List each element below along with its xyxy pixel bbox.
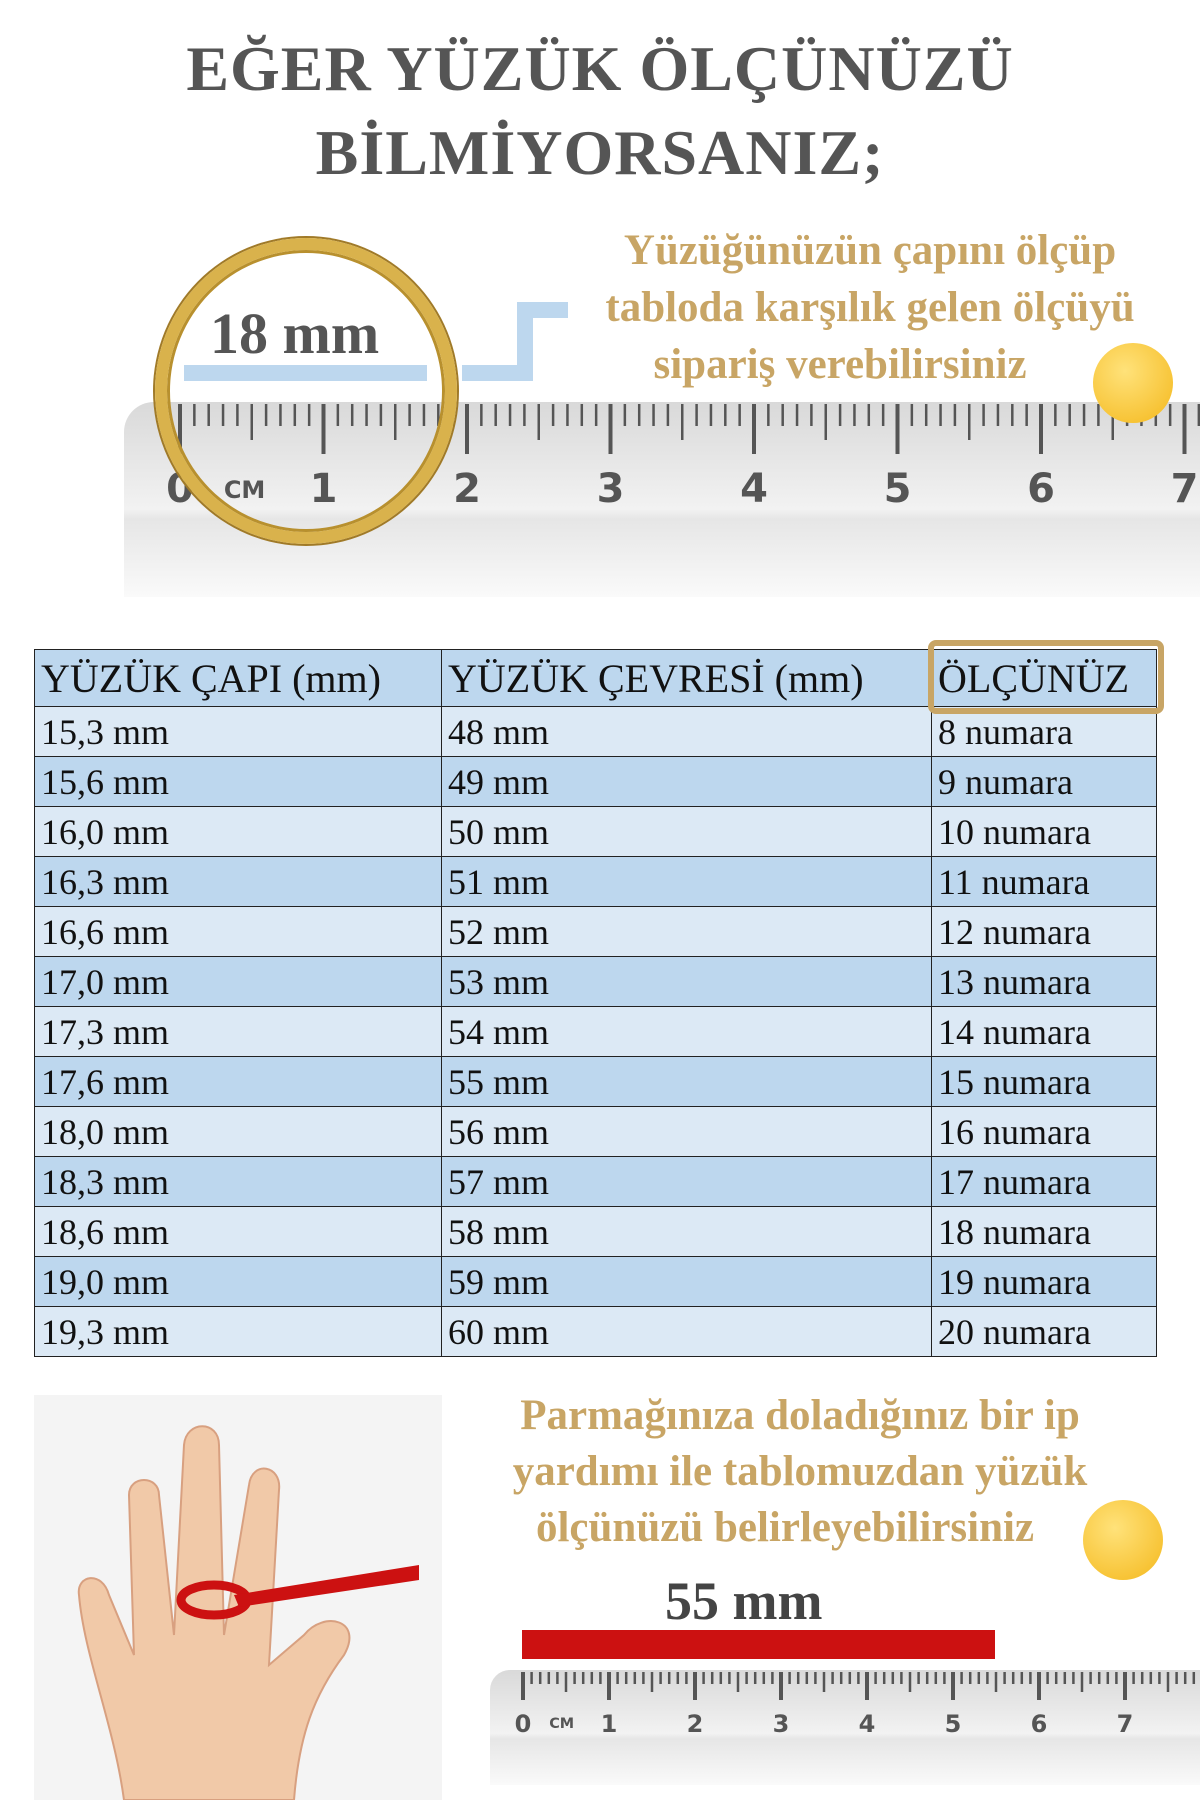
cell-size: 14 numara xyxy=(931,1006,1157,1057)
table-row: 15,3 mm 48 mm 8 numara xyxy=(34,706,1157,757)
cell-size: 8 numara xyxy=(931,706,1157,757)
table-row: 16,3 mm 51 mm 11 numara xyxy=(34,856,1157,907)
cell-size: 19 numara xyxy=(931,1256,1157,1307)
finger-instructions: Parmağınıza doladığınız bir ip yardımı i… xyxy=(460,1388,1140,1556)
ruler-unit: CM xyxy=(549,1716,574,1732)
table-row: 19,3 mm 60 mm 20 numara xyxy=(34,1306,1157,1357)
cell-diameter: 16,6 mm xyxy=(34,906,442,957)
table-row: 18,3 mm 57 mm 17 numara xyxy=(34,1156,1157,1207)
ruler-number: 5 xyxy=(945,1710,962,1738)
header-size: ÖLÇÜNÜZ xyxy=(928,640,1164,714)
ruler-number: 7 xyxy=(1171,466,1199,512)
instruction-line: ölçünüzü belirleyebilirsiniz xyxy=(535,1504,1035,1551)
diameter-label: 18 mm xyxy=(210,301,380,366)
cell-size: 12 numara xyxy=(931,906,1157,957)
cell-size: 10 numara xyxy=(931,806,1157,857)
cell-circumference: 58 mm xyxy=(441,1206,932,1257)
ruler-number: 3 xyxy=(597,466,625,512)
ruler-small: 0 1 2 3 4 5 6 7 CM xyxy=(490,1670,1200,1785)
cell-diameter: 17,6 mm xyxy=(34,1056,442,1107)
ring-instructions: Yüzüğünüzün çapını ölçüp tabloda karşılı… xyxy=(560,222,1180,393)
cell-diameter: 19,3 mm xyxy=(34,1306,442,1357)
ruler-number: 2 xyxy=(453,466,481,512)
cell-size: 20 numara xyxy=(931,1306,1157,1357)
cell-diameter: 18,0 mm xyxy=(34,1106,442,1157)
ruler-number: 0 xyxy=(515,1710,532,1738)
hand-image xyxy=(34,1395,442,1801)
table-row: 16,0 mm 50 mm 10 numara xyxy=(34,806,1157,857)
title-line-2: BİLMİYORSANIZ; xyxy=(315,117,885,188)
cell-size: 11 numara xyxy=(931,856,1157,907)
circumference-label: 55 mm xyxy=(665,1571,823,1631)
cell-diameter: 17,3 mm xyxy=(34,1006,442,1057)
instruction-line: Parmağınıza doladığınız bir ip xyxy=(520,1392,1080,1439)
cell-circumference: 56 mm xyxy=(441,1106,932,1157)
ruler-number: 1 xyxy=(601,1710,618,1738)
cell-size: 15 numara xyxy=(931,1056,1157,1107)
ruler-number: 2 xyxy=(687,1710,704,1738)
cell-diameter: 15,3 mm xyxy=(34,706,442,757)
ring-image xyxy=(155,238,457,544)
ruler-number: 5 xyxy=(884,466,912,512)
cell-size: 18 numara xyxy=(931,1206,1157,1257)
instruction-line: sipariş verebilirsiniz xyxy=(653,341,1027,388)
ruler-number: 7 xyxy=(1117,1710,1134,1738)
cell-circumference: 50 mm xyxy=(441,806,932,857)
cell-size: 9 numara xyxy=(931,756,1157,807)
cell-diameter: 19,0 mm xyxy=(34,1256,442,1307)
table-row: 17,0 mm 53 mm 13 numara xyxy=(34,956,1157,1007)
blush-smiley-icon xyxy=(1083,1500,1163,1580)
cell-circumference: 55 mm xyxy=(441,1056,932,1107)
ruler-ticks: 0 1 2 3 4 5 6 7 CM xyxy=(515,1672,1196,1738)
cell-circumference: 51 mm xyxy=(441,856,932,907)
cell-circumference: 54 mm xyxy=(441,1006,932,1057)
table-row: 15,6 mm 49 mm 9 numara xyxy=(34,756,1157,807)
cell-circumference: 52 mm xyxy=(441,906,932,957)
table-row: 18,0 mm 56 mm 16 numara xyxy=(34,1106,1157,1157)
title-line-1: EĞER YÜZÜK ÖLÇÜNÜZÜ xyxy=(186,33,1014,104)
ruler-number: 4 xyxy=(740,466,768,512)
header-diameter: YÜZÜK ÇAPI (mm) xyxy=(34,649,442,707)
cell-diameter: 18,3 mm xyxy=(34,1156,442,1207)
cell-circumference: 48 mm xyxy=(441,706,932,757)
cell-size: 16 numara xyxy=(931,1106,1157,1157)
cell-diameter: 16,0 mm xyxy=(34,806,442,857)
cell-size: 17 numara xyxy=(931,1156,1157,1207)
wink-smiley-icon xyxy=(1093,343,1173,423)
cell-size: 13 numara xyxy=(931,956,1157,1007)
table-row: 16,6 mm 52 mm 12 numara xyxy=(34,906,1157,957)
ruler-number: 6 xyxy=(1027,466,1055,512)
cell-diameter: 15,6 mm xyxy=(34,756,442,807)
ruler-number: 6 xyxy=(1031,1710,1048,1738)
cell-diameter: 18,6 mm xyxy=(34,1206,442,1257)
cell-circumference: 49 mm xyxy=(441,756,932,807)
cell-circumference: 57 mm xyxy=(441,1156,932,1207)
cell-diameter: 17,0 mm xyxy=(34,956,442,1007)
table-row: 17,3 mm 54 mm 14 numara xyxy=(34,1006,1157,1057)
table-row: 18,6 mm 58 mm 18 numara xyxy=(34,1206,1157,1257)
cell-circumference: 59 mm xyxy=(441,1256,932,1307)
table-row: 17,6 mm 55 mm 15 numara xyxy=(34,1056,1157,1107)
ring-size-table: YÜZÜK ÇAPI (mm) YÜZÜK ÇEVRESİ (mm) ÖLÇÜN… xyxy=(34,640,1164,1357)
cell-circumference: 53 mm xyxy=(441,956,932,1007)
header-circumference: YÜZÜK ÇEVRESİ (mm) xyxy=(441,649,932,707)
cell-diameter: 16,3 mm xyxy=(34,856,442,907)
connector-bracket xyxy=(462,302,568,381)
ruler-number: 4 xyxy=(859,1710,876,1738)
string-measure-bar xyxy=(522,1630,995,1659)
instruction-line: yardımı ile tablomuzdan yüzük xyxy=(512,1448,1088,1495)
ruler-number: 3 xyxy=(773,1710,790,1738)
table-row: 19,0 mm 59 mm 19 numara xyxy=(34,1256,1157,1307)
instruction-line: Yüzüğünüzün çapını ölçüp xyxy=(623,227,1117,274)
cell-circumference: 60 mm xyxy=(441,1306,932,1357)
instruction-line: tabloda karşılık gelen ölçüyü xyxy=(605,284,1135,331)
